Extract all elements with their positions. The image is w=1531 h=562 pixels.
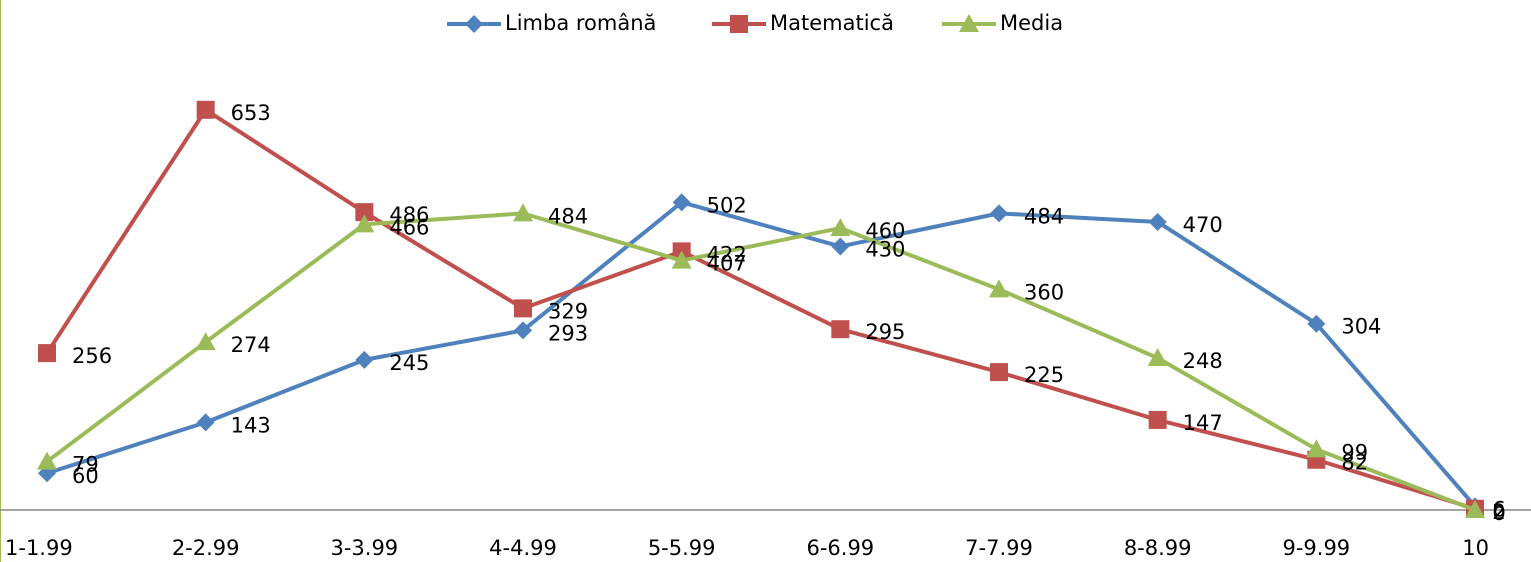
marker xyxy=(671,250,692,269)
data-label: 143 xyxy=(231,413,271,437)
marker xyxy=(990,363,1008,382)
data-label: 430 xyxy=(865,237,905,261)
marker xyxy=(1147,348,1168,367)
data-label: 245 xyxy=(389,351,429,375)
x-tick-label: 6-6.99 xyxy=(806,536,874,560)
data-label: 470 xyxy=(1183,213,1223,237)
legend-marker xyxy=(959,14,979,32)
x-tick-label: 8-8.99 xyxy=(1124,536,1192,560)
data-label: 295 xyxy=(865,320,905,344)
marker xyxy=(38,344,56,363)
data-label: 60 xyxy=(72,464,99,488)
data-label: 79 xyxy=(72,453,99,477)
legend-label: Limba română xyxy=(505,11,656,35)
data-label: 99 xyxy=(1341,440,1368,464)
data-label: 2 xyxy=(1492,500,1505,524)
data-label: 460 xyxy=(865,219,905,243)
marker xyxy=(990,204,1008,223)
marker xyxy=(1465,500,1485,518)
legend-label: Media xyxy=(1000,11,1063,35)
data-label: 329 xyxy=(548,299,588,323)
marker xyxy=(1148,410,1167,429)
x-tick-label: 4-4.99 xyxy=(489,536,557,560)
data-label: 6 xyxy=(1492,497,1505,521)
marker xyxy=(514,321,532,340)
x-tick-label: 5-5.99 xyxy=(648,536,716,560)
data-label: 486 xyxy=(389,203,429,227)
marker xyxy=(37,451,57,470)
x-tick-label: 2-2.99 xyxy=(172,536,240,560)
legend-marker xyxy=(730,15,748,33)
x-tick-label: 10 xyxy=(1462,536,1489,560)
x-tick-label: 9-9.99 xyxy=(1282,536,1350,560)
marker xyxy=(830,218,851,237)
marker xyxy=(1306,439,1327,458)
series-line xyxy=(45,107,1476,511)
data-label: 304 xyxy=(1341,315,1381,339)
marker xyxy=(195,332,216,351)
data-label: 225 xyxy=(1024,363,1064,387)
marker xyxy=(672,193,691,212)
data-label: 256 xyxy=(72,344,112,368)
marker xyxy=(196,100,215,119)
marker xyxy=(196,413,215,432)
x-tick-label: 7-7.99 xyxy=(965,536,1033,560)
data-label: 653 xyxy=(231,101,271,125)
data-label: 293 xyxy=(548,321,588,345)
series-line xyxy=(46,200,1477,508)
marker xyxy=(514,299,532,318)
marker xyxy=(355,350,374,369)
data-label: 0 xyxy=(1492,501,1505,525)
data-label: 422 xyxy=(707,242,747,266)
marker xyxy=(1307,314,1326,333)
data-label: 248 xyxy=(1183,349,1223,373)
data-label: 484 xyxy=(548,204,588,228)
marker xyxy=(355,203,374,222)
legend-marker xyxy=(465,15,483,33)
marker xyxy=(831,320,850,339)
marker xyxy=(1148,212,1167,231)
legend-label: Matematică xyxy=(770,11,894,35)
data-label: 407 xyxy=(707,252,747,276)
data-label: 82 xyxy=(1341,451,1368,475)
x-tick-label: 3-3.99 xyxy=(330,536,398,560)
series-line xyxy=(45,211,1476,512)
marker xyxy=(354,214,375,233)
data-label: 502 xyxy=(707,193,747,217)
data-label: 147 xyxy=(1183,411,1223,435)
data-label: 360 xyxy=(1024,280,1064,304)
data-label: 274 xyxy=(231,333,271,357)
marker xyxy=(989,279,1009,298)
data-label: 466 xyxy=(389,215,429,239)
marker xyxy=(513,203,533,222)
data-label: 484 xyxy=(1024,204,1064,228)
x-tick-label: 1-1.99 xyxy=(5,536,73,560)
marker xyxy=(831,237,850,256)
